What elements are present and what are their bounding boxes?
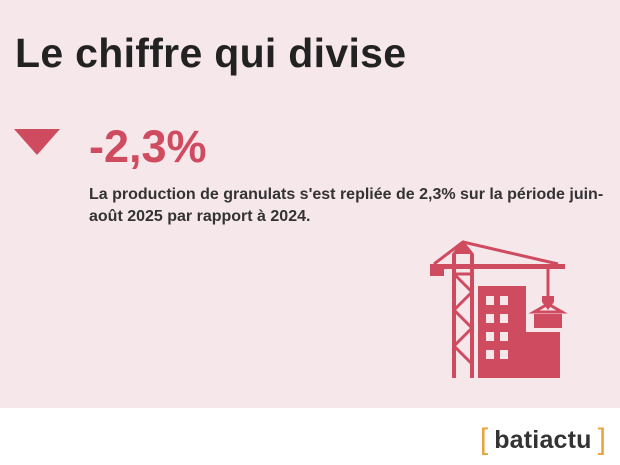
footer: [ batiactu ] [0,408,620,465]
infographic-card: Le chiffre qui divise -2,3% La productio… [0,0,620,408]
logo-open-bracket: [ [479,423,489,456]
page-title: Le chiffre qui divise [15,30,407,76]
stat-description: La production de granulats s'est repliée… [89,186,604,225]
construction-crane-building-icon [430,240,568,378]
stat-value: -2,3% [89,121,207,172]
brand-logo[interactable]: [ batiactu ] [480,423,606,457]
down-arrow-icon [14,129,60,155]
logo-close-bracket: ] [597,423,606,456]
logo-text: batiactu [494,425,592,454]
